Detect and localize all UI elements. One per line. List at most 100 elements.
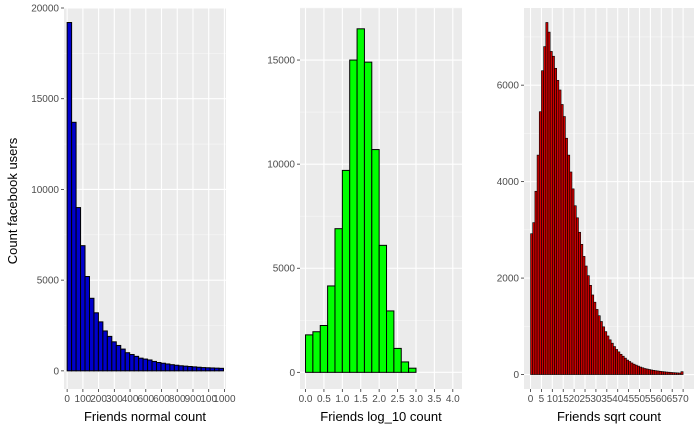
histogram-bar [84,276,90,372]
x-tick-label: 55 [645,394,657,405]
histogram-bar [626,359,629,375]
histogram-bar [634,364,638,375]
histogram-bar [200,367,207,372]
histogram-bar [569,171,573,375]
x-tick-label: 45 [623,394,635,405]
histogram-bar [547,31,551,375]
x-tick-label: 25 [579,394,591,405]
x-tick-label: 35 [601,394,613,405]
histogram-bar [97,321,104,372]
histogram-bar [400,361,410,373]
y-tick-label: 15000 [31,94,59,105]
histogram-bar [160,362,166,372]
histogram-bar [599,321,603,375]
x-tick-label: 3.0 [409,394,423,405]
histogram-bar [305,334,314,373]
histogram-bar [580,244,584,375]
histogram-bar [623,357,627,375]
histogram-bar [532,222,536,375]
x-tick-label: 200 [90,394,107,405]
x-tick-label: 0 [64,394,70,405]
histogram-bar [562,116,566,375]
histogram-bar [169,364,175,372]
histogram-bar [643,368,647,375]
histogram-bar [111,341,117,372]
histogram-bar [187,366,193,372]
histogram-bar [196,366,202,372]
x-tick-label: 1000 [213,394,236,405]
histogram-bar [615,349,619,375]
x-tick-label: 2.5 [391,394,405,405]
histogram-bar [71,121,77,372]
histogram-bar [558,89,562,375]
histogram-bar [129,354,135,372]
histogram-bar [608,339,612,375]
histogram-bar [582,256,586,375]
histogram-bar [641,367,645,375]
histogram-bar [327,285,336,373]
x-tick-label: 600 [153,394,170,405]
histogram-bar [630,362,634,375]
histogram-bar [543,46,547,375]
histogram-bar [363,61,373,373]
histogram-bar [647,369,651,375]
histogram-bar [604,331,608,375]
histogram-bar [341,169,351,373]
x-tick-label: 4.0 [446,394,460,405]
histogram-bar [628,361,632,375]
histogram-bar [678,372,682,375]
x-tick-label: 0.0 [299,394,313,405]
x-tick-label: 300 [106,394,123,405]
histogram-bar [639,366,642,375]
histogram-bar [182,365,189,372]
histogram-bar [534,190,538,375]
histogram-bar [115,344,122,372]
histogram-bar [552,55,555,375]
histogram-bar [120,348,126,372]
histogram-bar [88,297,95,372]
y-tick-label: 10000 [267,160,295,171]
histogram-bar [218,367,224,372]
histogram-bar [173,364,180,372]
y-tick-label: 0 [289,368,295,379]
histogram-bar [586,275,590,375]
histogram-bar [680,371,684,375]
y-tick-label: 0 [513,370,519,381]
y-axis-title: Count facebook users [5,137,20,264]
x-tick-label: 0.5 [317,394,331,405]
x-tick-label: 30 [590,394,602,405]
histogram-bar [617,351,621,375]
histogram-bar [676,372,680,375]
y-tick-label: 5000 [273,264,296,275]
histogram-bar [637,365,640,375]
histogram-bar [536,154,540,375]
histogram-bar [654,370,658,375]
x-tick-label: 65 [667,394,679,405]
y-tick-label: 15000 [267,56,295,67]
histogram-bar [595,309,599,375]
histogram-bar [671,372,675,375]
histogram-bar [386,310,395,373]
histogram-bar [80,245,86,372]
histogram-bar [106,335,113,372]
x-axis-title: Friends sqrt count [557,409,661,424]
x-tick-label: 40 [612,394,624,405]
histogram-bar [593,301,597,375]
x-tick-label: 20 [569,394,581,405]
y-tick-label: 4000 [497,177,520,188]
histogram-bar [530,233,534,375]
x-tick-label: 15 [558,394,570,405]
histogram-bar [209,367,216,372]
x-axis-title: Friends normal count [84,409,206,424]
histogram-bar [191,366,198,372]
x-tick-label: 60 [656,394,668,405]
histogram-bar [606,335,610,375]
x-tick-label: 3.5 [427,394,441,405]
x-tick-label: 1.5 [354,394,368,405]
x-tick-label: 50 [634,394,646,405]
histogram-bar [576,217,579,375]
histogram-bar [319,325,329,373]
histogram-bar [371,149,380,373]
